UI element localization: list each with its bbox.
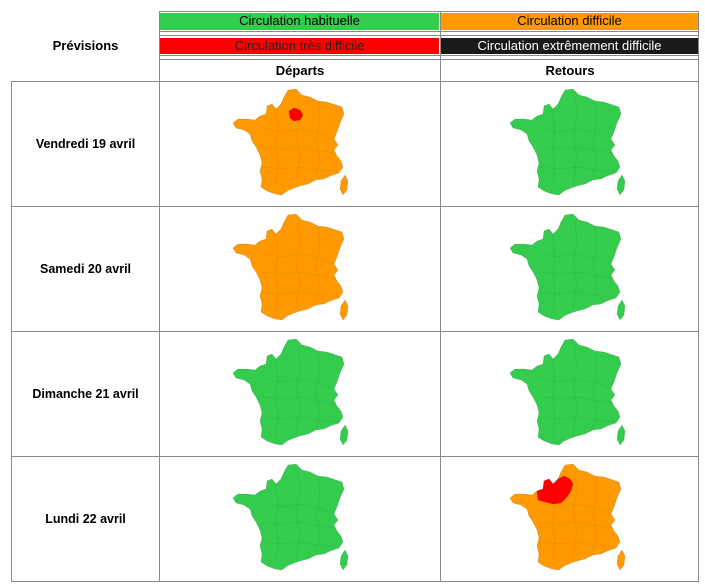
legend-extreme-label: Circulation extrêmement difficile	[477, 38, 662, 53]
corsica-shape	[616, 299, 626, 321]
column-header-retours: Retours	[441, 63, 699, 78]
mainland-shape	[509, 88, 622, 196]
day-label-4: Lundi 22 avril	[12, 512, 159, 526]
mainland-shape	[232, 213, 345, 321]
corsica-shape	[339, 549, 349, 571]
hotspot-zone	[288, 107, 304, 122]
column-header-retours-text: Retours	[545, 63, 595, 78]
corner-label-text: Prévisions	[52, 38, 119, 53]
france-map	[509, 213, 626, 321]
hotspot-zone	[536, 475, 574, 505]
map-vendredi-departs	[230, 87, 350, 199]
mainland-shape	[232, 338, 345, 446]
department-borders	[259, 346, 338, 438]
france-map	[232, 463, 349, 571]
corsica-shape	[339, 174, 349, 196]
corsica-shape	[616, 174, 626, 196]
day-label-2: Samedi 20 avril	[12, 262, 159, 276]
map-samedi-departs	[230, 212, 350, 324]
mainland-shape	[509, 463, 622, 571]
day-label-4-text: Lundi 22 avril	[45, 512, 126, 526]
corsica-shape	[616, 424, 626, 446]
legend-difficile: Circulation difficile	[441, 13, 698, 30]
department-borders	[259, 471, 338, 563]
map-lundi-departs	[230, 462, 350, 574]
legend-difficile-label: Circulation difficile	[517, 13, 622, 28]
map-vendredi-retours	[507, 87, 627, 199]
map-dimanche-departs	[230, 337, 350, 449]
france-map	[509, 88, 626, 196]
map-samedi-retours	[507, 212, 627, 324]
mainland-shape	[232, 88, 345, 196]
department-borders	[259, 221, 338, 313]
france-map	[232, 338, 349, 446]
department-borders	[536, 221, 615, 313]
mainland-shape	[509, 213, 622, 321]
legend-habituelle-label: Circulation habituelle	[239, 13, 360, 28]
day-label-1: Vendredi 19 avril	[12, 137, 159, 151]
mainland-shape	[509, 338, 622, 446]
department-borders	[536, 96, 615, 188]
france-map	[232, 88, 349, 196]
corsica-shape	[616, 549, 626, 571]
map-lundi-retours	[507, 462, 627, 574]
column-header-departs-text: Départs	[275, 63, 325, 78]
france-map	[509, 463, 626, 571]
corsica-shape	[339, 424, 349, 446]
legend-tres-difficile: Circulation très difficile	[160, 38, 439, 54]
corner-label: Prévisions	[12, 38, 159, 53]
department-borders	[536, 346, 615, 438]
day-label-2-text: Samedi 20 avril	[39, 262, 132, 276]
mainland-shape	[232, 463, 345, 571]
legend-habituelle: Circulation habituelle	[160, 13, 439, 30]
day-label-3-text: Dimanche 21 avril	[32, 387, 139, 401]
map-dimanche-retours	[507, 337, 627, 449]
legend-extreme: Circulation extrêmement difficile	[441, 38, 698, 54]
department-borders	[536, 471, 615, 563]
column-header-departs: Départs	[160, 63, 440, 78]
france-map	[509, 338, 626, 446]
corsica-shape	[339, 299, 349, 321]
france-map	[232, 213, 349, 321]
department-borders	[259, 96, 338, 188]
day-label-1-text: Vendredi 19 avril	[35, 137, 136, 151]
legend-tres-difficile-label: Circulation très difficile	[234, 38, 365, 53]
day-label-3: Dimanche 21 avril	[12, 387, 159, 401]
